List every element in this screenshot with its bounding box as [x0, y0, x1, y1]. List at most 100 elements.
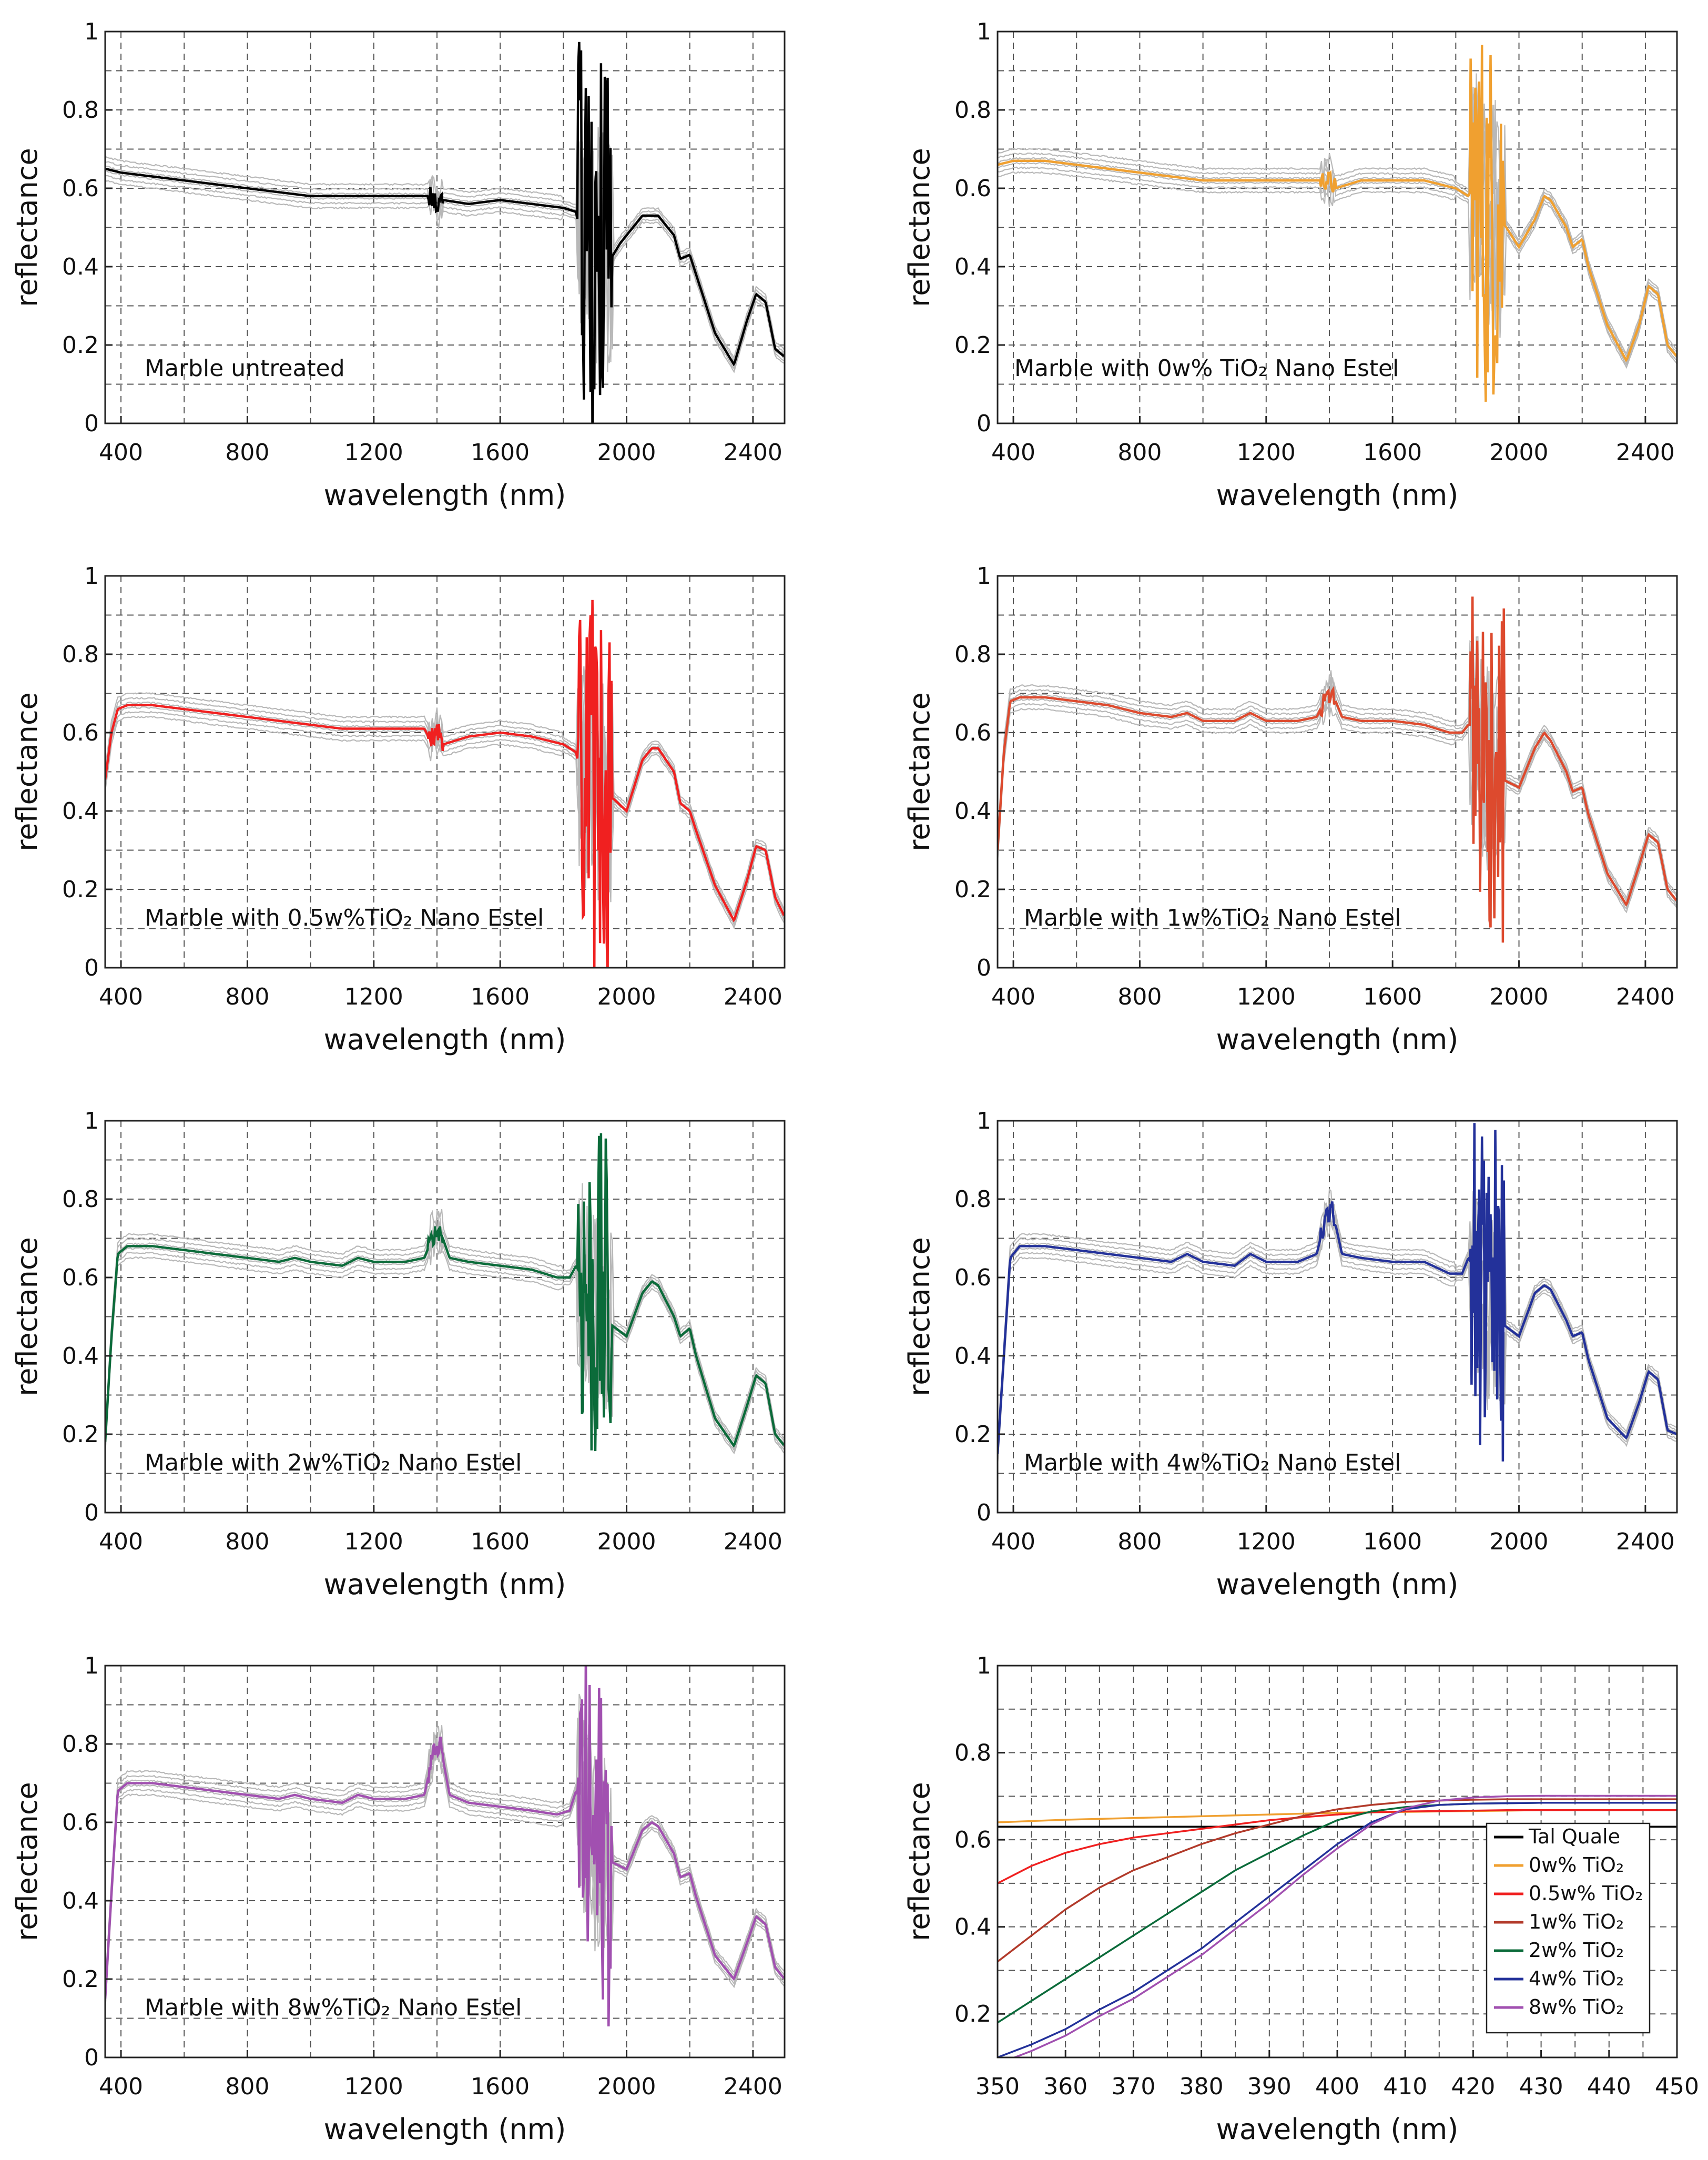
plot-area [105, 1666, 785, 2027]
replicate-spectrum [998, 1209, 1677, 1466]
replicate-spectrum [105, 673, 785, 916]
panel-label: Marble with 2w%TiO₂ Nano Estel [145, 1449, 522, 1476]
plot-area [105, 42, 785, 423]
grid [105, 32, 785, 423]
legend-entry-3: 1w% TiO₂ [1529, 1910, 1624, 1933]
y-tick-label: 0.4 [954, 798, 991, 825]
replicate-spectrum [998, 87, 1677, 369]
replicate-spectrum [105, 1724, 785, 1991]
y-tick-label: 0.8 [62, 641, 99, 668]
x-tick-label: 1600 [1363, 439, 1422, 466]
x-tick-label: 400 [99, 439, 143, 466]
y-tick-label: 1 [84, 563, 99, 590]
plot-area [998, 596, 1677, 943]
replicate-spectrum [998, 643, 1677, 900]
replicate-spectrum [105, 125, 785, 363]
y-tick-label: 0.2 [62, 1966, 99, 1993]
replicate-spectrum [105, 674, 785, 927]
x-axis-title: wavelength (nm) [1216, 1568, 1459, 1601]
x-tick-label: 450 [1655, 2073, 1699, 2100]
y-tick-label: 0.6 [954, 1827, 991, 1853]
x-tick-label: 360 [1043, 2073, 1087, 2100]
mean-spectrum [998, 596, 1677, 943]
plot-area [998, 45, 1677, 402]
mean-spectrum [998, 45, 1677, 402]
replicate-spectrum [998, 1214, 1677, 1461]
y-tick-label: 0.2 [954, 332, 991, 359]
x-tick-label: 800 [225, 983, 269, 1010]
y-tick-label: 0.4 [62, 1343, 99, 1370]
legend-entry-6: 8w% TiO₂ [1529, 1995, 1624, 2019]
y-tick-label: 0.8 [954, 1186, 991, 1213]
y-tick-label: 0.4 [954, 1914, 991, 1941]
x-tick-label: 1200 [344, 983, 403, 1010]
x-tick-label: 1200 [344, 439, 403, 466]
x-tick-label: 1200 [1237, 439, 1296, 466]
replicate-spectrum [998, 633, 1677, 905]
x-tick-label: 2000 [597, 439, 656, 466]
x-tick-label: 1600 [471, 2073, 530, 2100]
mean-spectrum [105, 1133, 785, 1452]
series-line-2 [998, 1809, 1677, 1884]
replicate-spectrum [998, 636, 1677, 903]
y-axis-title: reflectance [903, 1237, 936, 1396]
grid [998, 1121, 1677, 1513]
x-tick-label: 2400 [724, 439, 782, 466]
plot-frame [997, 31, 1678, 424]
y-tick-label: 0.2 [954, 876, 991, 903]
x-tick-label: 2000 [1490, 439, 1549, 466]
y-tick-label: 0.2 [62, 332, 99, 359]
x-tick-label: 800 [225, 1528, 269, 1555]
replicate-spectrum [105, 651, 785, 917]
replicate-spectrum [998, 73, 1677, 354]
y-tick-label: 1 [84, 1108, 99, 1134]
grid [105, 1666, 785, 2057]
plot-frame [997, 1120, 1678, 1514]
replicate-spectrum [998, 105, 1677, 358]
panel-p4: 400 800 1200 1600 2000 2400 0 0.2 0.4 0.6 0.8 1 wave… [903, 563, 1678, 1056]
series-line-6 [1012, 1794, 1677, 2057]
y-tick-label: 1 [977, 18, 991, 45]
replicate-spectrum [105, 138, 785, 370]
x-tick-label: 2400 [724, 983, 782, 1010]
x-tick-label: 400 [991, 439, 1035, 466]
y-tick-label: 0.4 [62, 253, 99, 280]
x-tick-label: 350 [975, 2073, 1020, 2100]
y-axis-title: reflectance [903, 692, 936, 851]
replicate-spectrum [105, 1717, 785, 2006]
panel-label: Marble with 0.5w%TiO₂ Nano Estel [145, 905, 544, 931]
x-tick-label: 400 [99, 2073, 143, 2100]
mean-spectrum [998, 1123, 1677, 1462]
x-tick-label: 410 [1383, 2073, 1427, 2100]
plot-area [105, 1133, 785, 1455]
replicate-spectrum [998, 89, 1677, 362]
y-tick-label: 0.4 [954, 1343, 991, 1370]
plot-area [105, 600, 785, 968]
replicate-spectrum [105, 1209, 785, 1441]
y-tick-label: 0.2 [62, 1421, 99, 1448]
replicate-spectrum [105, 1199, 785, 1455]
x-tick-label: 2400 [1616, 1528, 1675, 1555]
plot-frame [997, 575, 1678, 969]
x-tick-label: 2000 [597, 983, 656, 1010]
y-tick-label: 0.6 [62, 175, 99, 202]
panel-p1: 400 800 1200 1600 2000 2400 0 0.2 0.4 0.6 0.8 1 wave… [11, 18, 786, 512]
plot-frame [104, 575, 786, 969]
replicate-spectrum [105, 682, 785, 930]
panel-p3: 400 800 1200 1600 2000 2400 0 0.2 0.4 0.6 0.8 1 wave… [11, 563, 786, 1056]
y-axis-title: reflectance [11, 692, 44, 851]
x-axis-title: wavelength (nm) [324, 1023, 566, 1056]
mean-spectrum [105, 42, 785, 423]
y-tick-label: 0.8 [954, 641, 991, 668]
x-tick-label: 2400 [1616, 439, 1675, 466]
x-tick-label: 400 [99, 1528, 143, 1555]
y-axis-title: reflectance [903, 148, 936, 307]
replicate-spectrum [105, 132, 785, 362]
replicate-spectrum [105, 137, 785, 373]
replicate-spectrum [105, 670, 785, 920]
y-tick-label: 0.8 [62, 97, 99, 124]
replicate-spectrum [105, 1183, 785, 1443]
panel-p2: 400 800 1200 1600 2000 2400 0 0.2 0.4 0.6 0.8 1 wave… [903, 18, 1678, 512]
x-tick-label: 2000 [1490, 1528, 1549, 1555]
x-tick-label: 400 [991, 1528, 1035, 1555]
